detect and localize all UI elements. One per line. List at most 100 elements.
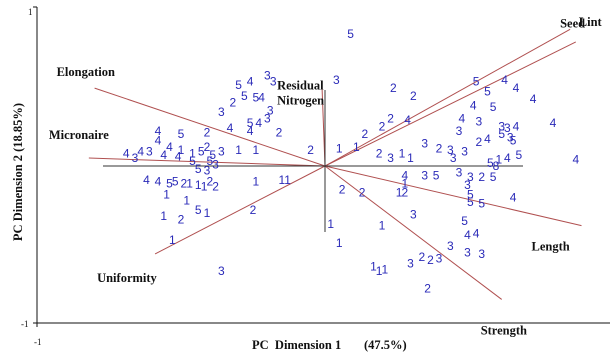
point-68: 2 bbox=[387, 111, 394, 125]
point-55: 1 bbox=[169, 233, 176, 247]
point-114: 1 bbox=[401, 176, 408, 190]
point-28: 4 bbox=[123, 146, 130, 160]
point-131: 3 bbox=[447, 239, 454, 253]
point-4: 5 bbox=[241, 89, 248, 103]
point-98: 2 bbox=[476, 135, 483, 149]
point-115: 3 bbox=[464, 178, 471, 192]
vector-micronaire bbox=[88, 157, 326, 167]
point-94: 5 bbox=[498, 127, 505, 141]
vector-label-seed: Seed bbox=[560, 16, 585, 30]
vector-label-uniformity: Uniformity bbox=[97, 271, 157, 285]
vector-label-residual-nitrogen: Residual Nitrogen bbox=[277, 79, 324, 108]
point-41: 5 bbox=[166, 176, 173, 190]
y-axis-title: PC Dimension 2 (18.85%) bbox=[11, 103, 25, 241]
point-75: 1 bbox=[336, 142, 343, 156]
point-95: 3 bbox=[507, 130, 514, 144]
point-130: 1 bbox=[336, 236, 343, 250]
point-104: 1 bbox=[496, 153, 503, 167]
origin-axes bbox=[103, 90, 523, 232]
point-105: 8 bbox=[493, 159, 500, 173]
point-106: 4 bbox=[572, 153, 579, 167]
point-123: 2 bbox=[359, 186, 366, 200]
point-135: 2 bbox=[427, 253, 434, 267]
vector-label-length: Length bbox=[532, 240, 570, 254]
point-13: 4 bbox=[255, 116, 262, 130]
point-8: 3 bbox=[218, 105, 225, 119]
point-64: 3 bbox=[333, 73, 340, 87]
point-15: 2 bbox=[276, 126, 283, 140]
plot-frame bbox=[33, 6, 610, 327]
point-85: 4 bbox=[501, 73, 508, 87]
point-39: 4 bbox=[143, 173, 150, 187]
point-79: 3 bbox=[447, 143, 454, 157]
point-113: 5 bbox=[490, 170, 497, 184]
point-136: 3 bbox=[436, 252, 443, 266]
x-tick-minus1: -1 bbox=[34, 337, 42, 347]
point-103: 5 bbox=[487, 156, 494, 170]
point-65: 2 bbox=[390, 81, 397, 95]
point-63: 5 bbox=[347, 27, 354, 41]
point-33: 4 bbox=[175, 149, 182, 163]
x-axis-percent: (47.5%) bbox=[364, 338, 407, 352]
vector-uniformity bbox=[154, 165, 326, 255]
point-2: 3 bbox=[264, 68, 271, 82]
point-141: 2 bbox=[424, 281, 431, 295]
point-19: 4 bbox=[155, 134, 162, 148]
point-133: 3 bbox=[478, 247, 485, 261]
point-25: 5 bbox=[209, 148, 216, 162]
point-48: 2 bbox=[212, 179, 219, 193]
point-27: 1 bbox=[235, 143, 242, 157]
point-43: 2 bbox=[181, 176, 188, 190]
vector-lint bbox=[324, 41, 577, 167]
point-108: 3 bbox=[421, 168, 428, 182]
vector-length bbox=[324, 165, 582, 227]
point-34: 5 bbox=[206, 154, 213, 168]
point-91: 3 bbox=[498, 119, 505, 133]
point-78: 2 bbox=[436, 142, 443, 156]
point-60: 1 bbox=[284, 173, 291, 187]
point-18: 5 bbox=[178, 127, 185, 141]
point-86: 4 bbox=[513, 81, 520, 95]
point-97: 4 bbox=[484, 132, 491, 146]
point-83: 5 bbox=[484, 84, 491, 98]
point-44: 1 bbox=[186, 176, 193, 190]
point-125: 1 bbox=[327, 217, 334, 231]
point-102: 5 bbox=[515, 148, 522, 162]
point-49: 1 bbox=[163, 187, 170, 201]
point-128: 4 bbox=[464, 228, 471, 242]
point-72: 2 bbox=[376, 146, 383, 160]
point-122: 2 bbox=[339, 183, 346, 197]
point-22: 1 bbox=[189, 146, 196, 160]
point-32: 4 bbox=[160, 148, 167, 162]
point-140: 1 bbox=[376, 264, 383, 278]
point-50: 1 bbox=[183, 194, 190, 208]
point-69: 2 bbox=[379, 119, 386, 133]
point-0: 5 bbox=[235, 78, 242, 92]
point-117: 2 bbox=[401, 186, 408, 200]
point-20: 4 bbox=[166, 140, 173, 154]
point-84: 4 bbox=[470, 99, 477, 113]
point-42: 5 bbox=[172, 175, 179, 189]
point-62: 2 bbox=[307, 143, 314, 157]
point-126: 1 bbox=[379, 219, 386, 233]
point-92: 3 bbox=[504, 121, 511, 135]
point-111: 3 bbox=[467, 170, 474, 184]
point-10: 3 bbox=[264, 111, 271, 125]
x-axis-title: PC Dimension 1 bbox=[252, 338, 341, 352]
point-77: 3 bbox=[421, 137, 428, 151]
point-73: 3 bbox=[387, 151, 394, 165]
point-70: 2 bbox=[362, 127, 369, 141]
vector-strength bbox=[324, 165, 503, 300]
point-93: 4 bbox=[513, 119, 520, 133]
point-66: 2 bbox=[410, 89, 417, 103]
point-119: 4 bbox=[510, 190, 517, 204]
point-12: 5 bbox=[247, 116, 254, 130]
point-118: 5 bbox=[467, 187, 474, 201]
point-35: 3 bbox=[212, 157, 219, 171]
point-107: 4 bbox=[401, 168, 408, 182]
point-127: 5 bbox=[461, 214, 468, 228]
point-129: 4 bbox=[473, 227, 480, 241]
point-24: 2 bbox=[204, 140, 211, 154]
point-121: 5 bbox=[478, 197, 485, 211]
